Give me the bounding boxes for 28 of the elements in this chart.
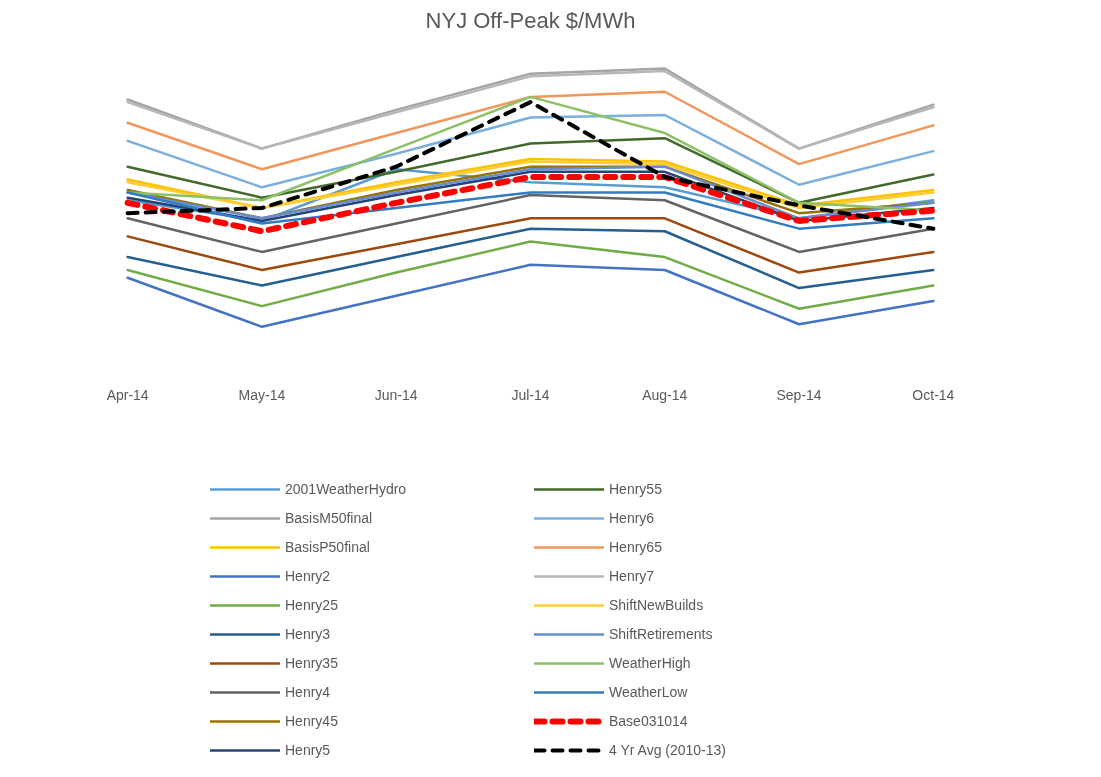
legend-label: 4 Yr Avg (2010-13) xyxy=(609,741,727,760)
legend-label: Base031014 xyxy=(609,712,689,731)
legend-label: Henry35 xyxy=(285,654,339,673)
legend-label: Henry6 xyxy=(609,509,656,528)
chart-title: NYJ Off-Peak $/MWh xyxy=(425,7,636,33)
legend-label: ShiftNewBuilds xyxy=(609,596,705,615)
x-tick-label: Oct-14 xyxy=(912,387,955,404)
legend-label: Henry4 xyxy=(285,683,332,702)
x-tick-label: Jun-14 xyxy=(374,387,418,404)
legend-label: 2001WeatherHydro xyxy=(285,480,408,499)
x-tick-label: May-14 xyxy=(238,387,286,404)
legend-label: Henry2 xyxy=(285,567,332,586)
legend-label: Henry45 xyxy=(285,712,339,731)
legend-label: BasisM50final xyxy=(285,509,374,528)
legend-label: Henry7 xyxy=(609,567,656,586)
legend-label: Henry25 xyxy=(285,596,339,615)
legend-label: Henry65 xyxy=(609,538,663,557)
legend-label: Henry5 xyxy=(285,741,332,760)
x-tick-label: Apr-14 xyxy=(106,387,149,404)
legend-label: Henry3 xyxy=(285,625,332,644)
legend-label: ShiftRetirements xyxy=(609,625,714,644)
legend-label: BasisP50final xyxy=(285,538,371,557)
legend-label: WeatherHigh xyxy=(609,654,692,673)
legend-label: Henry55 xyxy=(609,480,663,499)
legend-label: WeatherLow xyxy=(609,683,689,702)
x-tick-label: Sep-14 xyxy=(776,387,822,404)
x-tick-label: Jul-14 xyxy=(511,387,550,404)
x-tick-label: Aug-14 xyxy=(642,387,688,404)
